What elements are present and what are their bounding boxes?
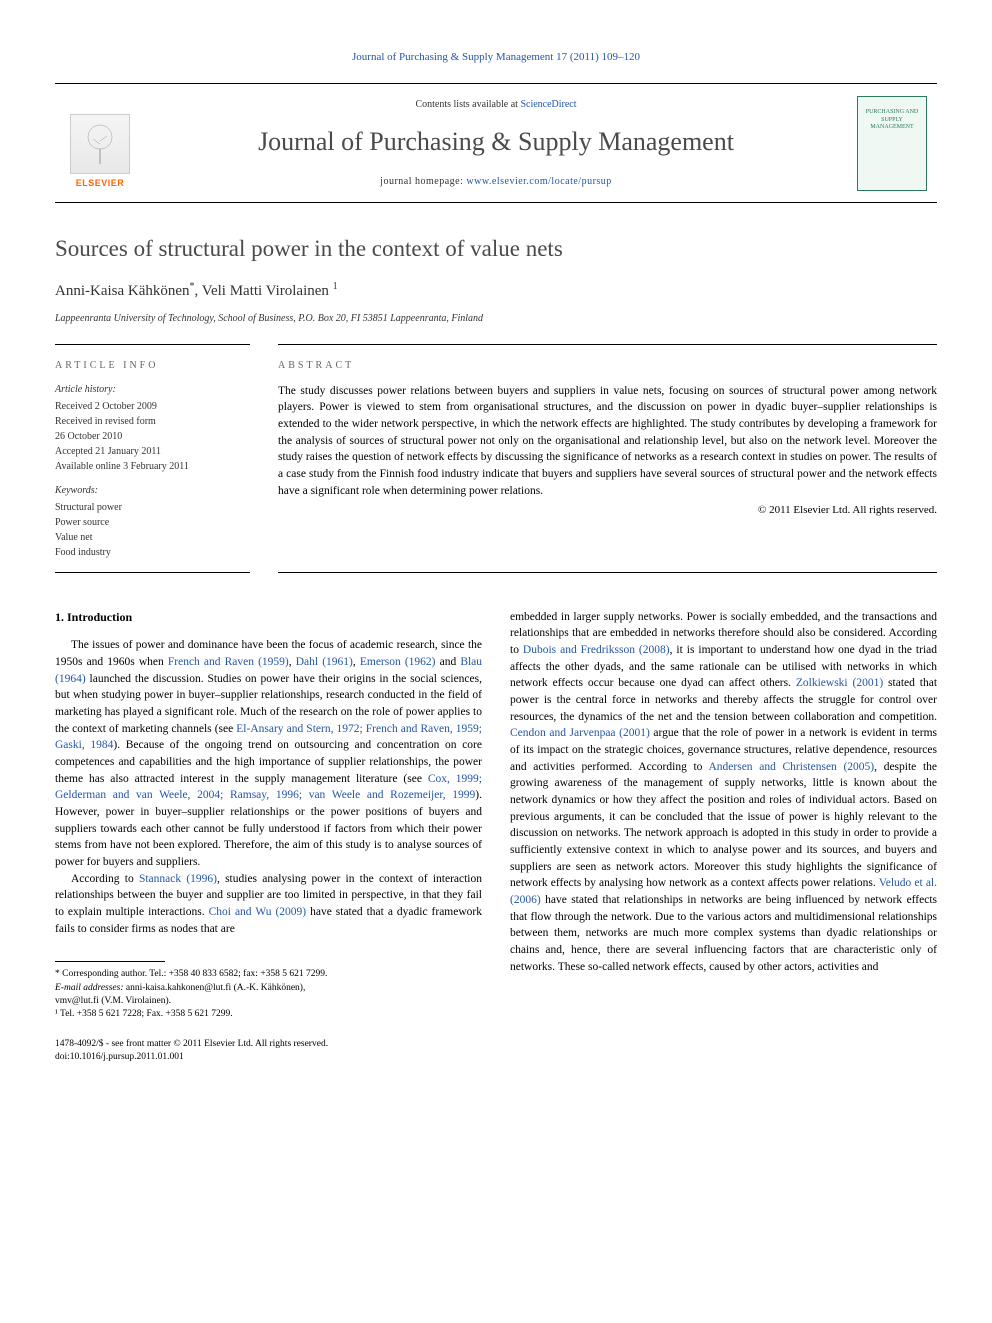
online-date: Available online 3 February 2011 (55, 459, 250, 474)
para-3: embedded in larger supply networks. Powe… (510, 609, 937, 976)
article-title: Sources of structural power in the conte… (55, 233, 937, 265)
body-text-right: embedded in larger supply networks. Powe… (510, 609, 937, 976)
body-columns: 1. Introduction The issues of power and … (55, 609, 937, 1065)
journal-banner: ELSEVIER Contents lists available at Sci… (55, 83, 937, 203)
journal-cover-area: PURCHASING AND SUPPLY MANAGEMENT (847, 84, 937, 202)
revised-line2: 26 October 2010 (55, 429, 250, 444)
page-container: Journal of Purchasing & Supply Managemen… (0, 0, 992, 1114)
revised-line1: Received in revised form (55, 414, 250, 429)
footer-line1: 1478-4092/$ - see front matter © 2011 El… (55, 1038, 482, 1051)
affiliation: Lappeenranta University of Technology, S… (55, 312, 937, 326)
para-1: The issues of power and dominance have b… (55, 637, 482, 870)
body-text-left: The issues of power and dominance have b… (55, 637, 482, 937)
header-citation: Journal of Purchasing & Supply Managemen… (55, 50, 937, 65)
email-addresses: E-mail addresses: anni-kaisa.kahkonen@lu… (55, 982, 482, 995)
footnote-1: ¹ Tel. +358 5 621 7228; Fax. +358 5 621 … (55, 1008, 482, 1021)
homepage-prefix: journal homepage: (380, 176, 466, 187)
tree-icon (75, 119, 125, 169)
keyword-3: Value net (55, 530, 250, 545)
abstract-label: abstract (278, 359, 937, 373)
ref-dubois[interactable]: Dubois and Fredriksson (2008) (523, 644, 670, 656)
contents-prefix: Contents lists available at (415, 99, 520, 110)
ref-andersen[interactable]: Andersen and Christensen (2005) (708, 761, 874, 773)
footnote-divider (55, 961, 165, 962)
authors: Anni-Kaisa Kähkönen*, Veli Matti Virolai… (55, 280, 937, 302)
journal-title: Journal of Purchasing & Supply Managemen… (258, 124, 734, 160)
right-column: embedded in larger supply networks. Powe… (510, 609, 937, 1065)
publisher-logo-area: ELSEVIER (55, 84, 145, 202)
keyword-2: Power source (55, 515, 250, 530)
ref-dahl[interactable]: Dahl (1961) (296, 656, 353, 668)
left-column: 1. Introduction The issues of power and … (55, 609, 482, 1065)
elsevier-label: ELSEVIER (76, 177, 125, 190)
ref-cendon[interactable]: Cendon and Jarvenpaa (2001) (510, 727, 650, 739)
banner-center: Contents lists available at ScienceDirec… (145, 84, 847, 202)
ref-stannack[interactable]: Stannack (1996) (139, 873, 217, 885)
article-info: article info Article history: Received 2… (55, 344, 250, 573)
journal-cover: PURCHASING AND SUPPLY MANAGEMENT (857, 96, 927, 191)
author-1: Anni-Kaisa Kähkönen (55, 283, 190, 299)
ref-emerson[interactable]: Emerson (1962) (360, 656, 436, 668)
email-2: vmv@lut.fi (V.M. Virolainen). (55, 995, 482, 1008)
keywords-label: Keywords: (55, 484, 250, 498)
history-label: Article history: (55, 383, 250, 397)
page-footer: 1478-4092/$ - see front matter © 2011 El… (55, 1038, 482, 1065)
footer-line2: doi:10.1016/j.pursup.2011.01.001 (55, 1051, 482, 1064)
ref-french-raven[interactable]: French and Raven (1959) (168, 656, 289, 668)
email-label: E-mail addresses: (55, 983, 124, 993)
keyword-1: Structural power (55, 500, 250, 515)
author-2: Veli Matti Virolainen (202, 283, 329, 299)
elsevier-logo: ELSEVIER (63, 109, 138, 194)
keyword-4: Food industry (55, 545, 250, 560)
sciencedirect-link[interactable]: ScienceDirect (520, 99, 576, 110)
accepted-date: Accepted 21 January 2011 (55, 444, 250, 459)
received-date: Received 2 October 2009 (55, 399, 250, 414)
citation-link[interactable]: Journal of Purchasing & Supply Managemen… (352, 51, 640, 63)
ref-zolkiewski[interactable]: Zolkiewski (2001) (796, 677, 883, 689)
homepage-line: journal homepage: www.elsevier.com/locat… (380, 175, 612, 189)
info-abstract-row: article info Article history: Received 2… (55, 344, 937, 573)
para-2: According to Stannack (1996), studies an… (55, 871, 482, 938)
corresponding-author: * Corresponding author. Tel.: +358 40 83… (55, 968, 482, 981)
cover-text: PURCHASING AND SUPPLY MANAGEMENT (858, 109, 926, 132)
elsevier-tree-icon (70, 114, 130, 174)
author-2-sup: 1 (333, 281, 338, 292)
section-1-heading: 1. Introduction (55, 609, 482, 626)
abstract-text: The study discusses power relations betw… (278, 383, 937, 500)
abstract-column: abstract The study discusses power relat… (278, 344, 937, 573)
article-info-label: article info (55, 359, 250, 373)
email-1: anni-kaisa.kahkonen@lut.fi (A.-K. Kähkön… (124, 983, 306, 993)
author-1-sup: * (190, 281, 195, 292)
ref-choi-wu[interactable]: Choi and Wu (2009) (209, 906, 307, 918)
contents-line: Contents lists available at ScienceDirec… (415, 98, 576, 112)
homepage-link[interactable]: www.elsevier.com/locate/pursup (466, 176, 611, 187)
abstract-copyright: © 2011 Elsevier Ltd. All rights reserved… (278, 503, 937, 518)
